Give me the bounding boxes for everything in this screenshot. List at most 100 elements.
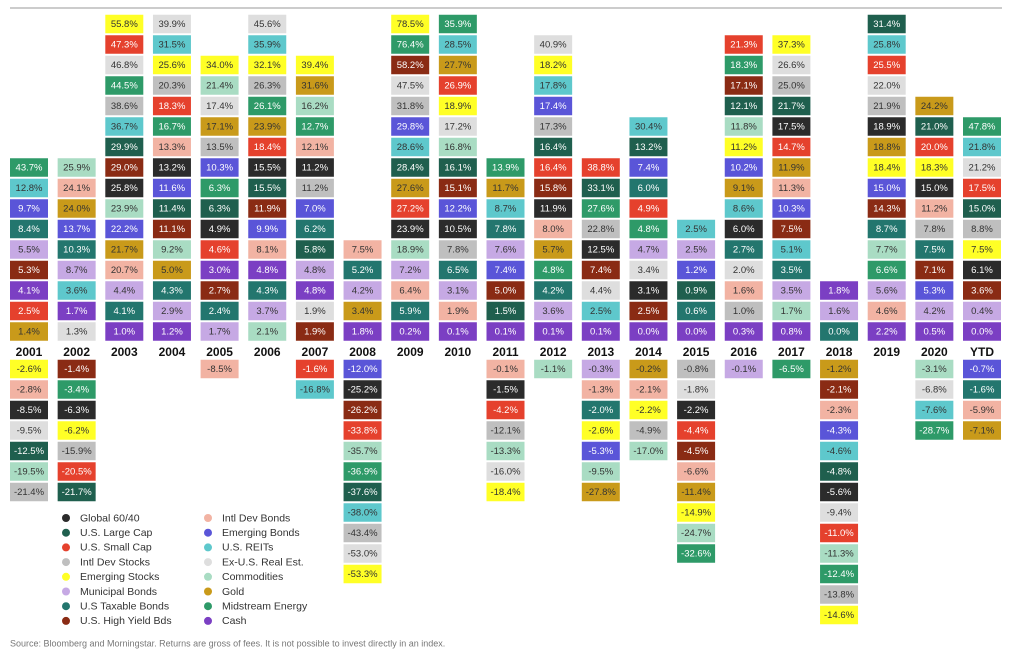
- cell-label: -4.2%: [493, 405, 518, 416]
- year-label: 2007: [302, 345, 329, 359]
- return-cell: [629, 260, 668, 280]
- return-cell: [772, 322, 811, 341]
- cell-label: 47.8%: [969, 122, 996, 133]
- cell-label: 5.3%: [18, 265, 40, 276]
- return-cell: [343, 564, 382, 584]
- cell-label: 17.2%: [444, 122, 471, 133]
- return-cell: [57, 158, 96, 177]
- return-cell: [391, 76, 430, 95]
- cell-label: 5.5%: [18, 245, 40, 256]
- cell-label: 11.2%: [302, 163, 329, 174]
- cell-label: -4.8%: [827, 467, 852, 478]
- cell-label: -8.5%: [207, 364, 232, 375]
- return-cell: [486, 199, 525, 218]
- cell-label: 18.9%: [873, 122, 900, 133]
- cell-label: 31.4%: [873, 19, 900, 30]
- cell-label: 4.8%: [304, 286, 326, 297]
- return-cell: [629, 199, 668, 218]
- return-cell: [57, 219, 96, 239]
- return-cell: [677, 544, 716, 563]
- cell-label: 16.1%: [444, 163, 471, 174]
- return-cell: [963, 380, 1001, 399]
- cell-label: 14.7%: [778, 142, 805, 153]
- cell-label: 25.8%: [873, 40, 900, 51]
- cell-label: -4.3%: [827, 426, 852, 437]
- return-cell: [963, 281, 1001, 300]
- return-cell: [867, 281, 906, 300]
- cell-label: -18.4%: [490, 487, 521, 498]
- cell-label: 2.7%: [209, 286, 231, 297]
- return-cell: [581, 240, 620, 259]
- return-cell: [581, 199, 620, 218]
- return-cell: [438, 96, 477, 116]
- year-label: 2019: [873, 345, 900, 359]
- cell-label: 22.2%: [111, 224, 138, 235]
- cell-label: -17.0%: [633, 446, 664, 457]
- return-cell: [343, 503, 382, 522]
- cell-label: -11.0%: [824, 528, 854, 539]
- cell-label: 21.7%: [778, 101, 805, 112]
- cell-label: 23.9%: [397, 224, 424, 235]
- return-cell: [391, 281, 430, 300]
- cell-label: 11.9%: [778, 163, 805, 174]
- legend-label: U.S Taxable Bonds: [80, 600, 169, 612]
- return-cell: [629, 359, 668, 379]
- cell-label: 35.9%: [254, 40, 281, 51]
- legend-label: U.S. Large Cap: [80, 527, 153, 539]
- return-cell: [10, 219, 48, 239]
- return-cell: [343, 240, 382, 259]
- cell-label: -1.6%: [970, 385, 995, 396]
- return-cell: [105, 76, 144, 95]
- return-cell: [915, 260, 954, 280]
- return-cell: [200, 301, 239, 321]
- cell-label: 11.3%: [778, 183, 805, 194]
- return-cell: [724, 260, 763, 280]
- cell-label: -6.8%: [922, 385, 947, 396]
- cell-label: 21.3%: [730, 40, 757, 51]
- cell-label: -35.7%: [347, 446, 378, 457]
- cell-label: 2.0%: [733, 265, 755, 276]
- cell-label: 18.9%: [397, 245, 424, 256]
- cell-label: 24.1%: [63, 183, 90, 194]
- return-cell: [534, 76, 573, 95]
- cell-label: 3.4%: [638, 265, 660, 276]
- return-cell: [438, 260, 477, 280]
- return-cell: [391, 117, 430, 136]
- return-cell: [57, 359, 96, 379]
- return-cell: [963, 260, 1001, 280]
- cell-label: 2.5%: [638, 306, 660, 317]
- cell-label: 11.2%: [921, 204, 948, 215]
- cell-label: 21.7%: [111, 245, 138, 256]
- cell-label: 13.7%: [63, 224, 90, 235]
- return-cell: [629, 301, 668, 321]
- cell-label: 10.3%: [778, 204, 805, 215]
- cell-label: 8.7%: [495, 204, 517, 215]
- cell-label: 11.2%: [731, 142, 758, 153]
- cell-label: 3.6%: [66, 286, 88, 297]
- return-cell: [391, 199, 430, 218]
- year-label: 2014: [635, 345, 662, 359]
- return-cell: [963, 301, 1001, 321]
- cell-label: 18.8%: [873, 142, 900, 153]
- cell-label: -24.7%: [681, 528, 712, 539]
- return-cell: [915, 400, 954, 420]
- return-cell: [248, 281, 287, 300]
- return-cell: [200, 178, 239, 198]
- return-cell: [391, 301, 430, 321]
- return-cell: [152, 260, 191, 280]
- cell-label: 29.8%: [397, 122, 424, 133]
- legend-marker: [204, 616, 212, 625]
- return-cell: [152, 322, 191, 341]
- cell-label: -33.8%: [347, 426, 378, 437]
- cell-label: -4.6%: [827, 446, 852, 457]
- return-cell: [343, 441, 382, 461]
- legend-marker: [62, 528, 70, 537]
- cell-label: -12.0%: [347, 364, 378, 375]
- return-cell: [438, 76, 477, 95]
- return-cell: [105, 240, 144, 259]
- return-cell: [200, 219, 239, 239]
- cell-label: -4.9%: [636, 426, 661, 437]
- return-cell: [724, 322, 763, 341]
- cell-label: 11.1%: [159, 224, 186, 235]
- return-cell: [57, 240, 96, 259]
